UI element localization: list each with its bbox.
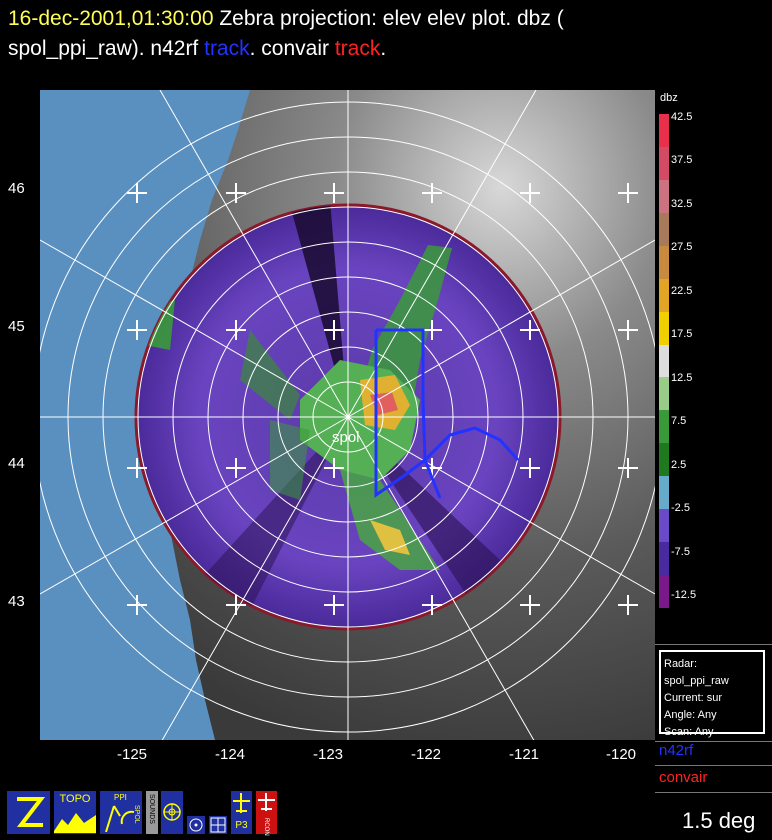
lon-label-120: -120	[606, 746, 637, 763]
grid-icon[interactable]	[208, 815, 228, 835]
n42rf-track	[376, 328, 520, 464]
rcon-label: RCON	[263, 818, 269, 836]
colorbar-tick-label: 17.5	[671, 328, 693, 341]
colorbar-tick-label: -12.5	[671, 589, 697, 601]
divider	[655, 741, 772, 742]
n42rf-track-label: track	[204, 37, 250, 60]
colorbar-title: dbz	[660, 92, 678, 104]
colorbar-tick-label: 27.5	[671, 241, 693, 254]
lat-label-43: 43	[8, 593, 25, 610]
colorbar-segment	[659, 410, 669, 444]
lon-label-124: -124	[215, 746, 246, 763]
spol-label: SPOL	[133, 805, 140, 824]
colorbar-tick-label: -7.5	[671, 545, 690, 558]
info-radar: Radar: spol_ppi_raw	[664, 658, 729, 687]
azimuth-spokes	[40, 90, 655, 740]
lon-label-123: -123	[313, 746, 344, 763]
colorbar-tick-label: 12.5	[671, 371, 693, 384]
echo-south-band	[340, 470, 440, 570]
colorbar-segment	[659, 114, 669, 148]
lon-label-121: -121	[509, 746, 540, 763]
radar-site-label: spol	[332, 429, 360, 446]
radar-info-box: Radar: spol_ppi_raw Current: sur Angle: …	[659, 650, 765, 738]
colorbar-segment	[659, 476, 669, 510]
legend-convair[interactable]: convair	[659, 769, 708, 786]
convair-track-label: track	[334, 37, 381, 60]
colorbar-tick-label: 42.5	[671, 111, 693, 123]
divider	[655, 765, 772, 766]
colorbar-segment	[659, 212, 669, 247]
rcon-aircraft-icon[interactable]: RCON	[255, 790, 278, 836]
lat-label-45: 45	[8, 318, 25, 335]
plot-title: 16-dec-2001,01:30:00 Zebra projection: e…	[8, 4, 768, 64]
lat-label-46: 46	[8, 180, 25, 197]
p3-aircraft-icon[interactable]: P3	[230, 790, 253, 835]
info-angle: Angle: Any	[664, 709, 717, 721]
colorbar-tick-label: 2.5	[671, 458, 687, 471]
colorbar-tick-label: 22.5	[671, 284, 693, 297]
colorbar-segment	[659, 443, 669, 477]
sounds-label: SOUNDS	[148, 794, 155, 824]
topo-icon[interactable]: TOPO	[53, 790, 97, 835]
lat-label-44: 44	[8, 455, 25, 472]
colorbar-segment	[659, 245, 669, 280]
colorbar-segment	[659, 278, 669, 313]
echo-west-arm	[240, 330, 300, 420]
zebra-logo-icon[interactable]	[6, 790, 51, 835]
colorbar-segment	[659, 542, 669, 576]
colorbar-tick-label: 32.5	[671, 197, 693, 210]
n42rf-track-2	[374, 330, 442, 499]
colorbar-segment	[659, 575, 669, 609]
info-scan: Scan: Any	[664, 726, 714, 738]
latlon-crosses	[127, 183, 638, 615]
plot-time: 16-dec-2001,01:30:00	[8, 7, 214, 30]
lon-label-125: -125	[117, 746, 148, 763]
ppi-label: PPI	[114, 793, 127, 802]
title-line2-end: .	[380, 37, 387, 60]
info-current: Current: sur	[664, 692, 723, 704]
lon-label-122: -122	[411, 746, 442, 763]
title-line2-start: spol_ppi_raw). n42rf	[8, 37, 205, 60]
colorbar-tick-label: 37.5	[671, 154, 693, 167]
colorbar-tick-label: 7.5	[671, 415, 687, 428]
title-line1: Zebra projection: elev elev plot. dbz (	[219, 7, 564, 30]
colorbar-segment	[659, 377, 669, 411]
colorbar-tick-label: -2.5	[671, 502, 690, 515]
sounds-icon[interactable]: SOUNDS	[145, 790, 159, 835]
colorbar-segment	[659, 311, 669, 346]
overlay-icon[interactable]	[160, 790, 184, 835]
divider	[655, 792, 772, 793]
rings-icon[interactable]	[186, 815, 206, 835]
colorbar-segment	[659, 509, 669, 543]
colorbar-segment	[659, 146, 669, 181]
p3-label: P3	[235, 820, 248, 831]
colorbar-segment	[659, 344, 669, 378]
elevation-angle: 1.5 deg	[682, 808, 756, 833]
topo-label: TOPO	[59, 793, 91, 805]
divider	[655, 644, 772, 645]
spol-ppi-icon[interactable]: PPI SPOL	[99, 790, 143, 835]
legend-n42rf[interactable]: n42rf	[659, 742, 694, 759]
title-line2-mid: . convair	[249, 37, 335, 60]
colorbar-segment	[659, 179, 669, 214]
